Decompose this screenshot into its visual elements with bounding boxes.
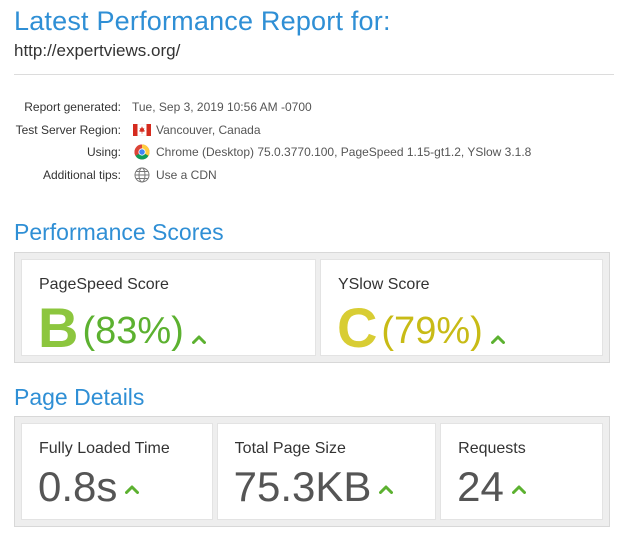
- meta-value: Vancouver, Canada: [156, 122, 261, 137]
- yslow-card[interactable]: YSlow Score C (79%): [319, 259, 603, 359]
- trend-up-icon: [125, 485, 140, 494]
- chrome-icon: [132, 144, 152, 160]
- meta-row-generated: Report generated: Tue, Sep 3, 2019 10:56…: [0, 96, 600, 119]
- pagespeed-label: PageSpeed Score: [39, 276, 169, 293]
- trend-up-icon: [191, 335, 206, 344]
- report-meta: Report generated: Tue, Sep 3, 2019 10:56…: [0, 96, 600, 186]
- requests-label: Requests: [458, 440, 526, 457]
- tip-link[interactable]: Use a CDN: [156, 167, 217, 182]
- requests-value: 24: [457, 463, 504, 510]
- meta-value: Tue, Sep 3, 2019 10:56 AM -0700: [132, 100, 312, 115]
- report-url[interactable]: http://expertviews.org/: [14, 41, 181, 60]
- canada-flag-icon: [132, 122, 152, 138]
- page-details-panel: Fully Loaded Time 0.8s Total Page Size 7…: [14, 416, 610, 527]
- performance-scores-panel: PageSpeed Score B (83%) YSlow Score C (7…: [14, 252, 610, 363]
- meta-label: Using:: [86, 145, 121, 160]
- meta-label: Additional tips:: [42, 167, 121, 182]
- performance-scores-title: Performance Scores: [14, 219, 224, 245]
- meta-label: Report generated:: [24, 100, 121, 115]
- yslow-label: YSlow Score: [337, 276, 430, 293]
- meta-row-region: Test Server Region: Vancouver, Canada: [0, 119, 600, 142]
- divider: [14, 74, 614, 75]
- page-details-title: Page Details: [14, 384, 145, 410]
- meta-row-using: Using: Chrome (Desktop) 75.0.3770.100, P…: [0, 141, 600, 164]
- pagespeed-percent: (83%): [82, 310, 184, 352]
- fully-loaded-value: 0.8s: [38, 463, 118, 510]
- meta-label: Test Server Region:: [15, 122, 121, 137]
- yslow-percent: (79%): [381, 310, 483, 352]
- pagespeed-card[interactable]: PageSpeed Score B (83%): [21, 259, 316, 356]
- fully-loaded-label: Fully Loaded Time: [39, 440, 170, 457]
- trend-up-icon: [511, 485, 526, 494]
- meta-row-tips: Additional tips: Use a CDN: [0, 164, 600, 187]
- page-size-value: 75.3KB: [233, 463, 372, 510]
- report-title: Latest Performance Report for:: [14, 6, 391, 36]
- page-size-card[interactable]: Total Page Size 75.3KB: [216, 423, 437, 520]
- trend-up-icon: [490, 335, 505, 344]
- pagespeed-grade: B: [38, 296, 79, 359]
- globe-icon: [132, 167, 152, 183]
- meta-value: Chrome (Desktop) 75.0.3770.100, PageSpee…: [156, 145, 532, 160]
- fully-loaded-card[interactable]: Fully Loaded Time 0.8s: [21, 423, 213, 520]
- yslow-grade: C: [336, 296, 378, 359]
- page-size-label: Total Page Size: [234, 440, 346, 457]
- requests-card[interactable]: Requests 24: [440, 423, 603, 520]
- trend-up-icon: [379, 485, 394, 494]
